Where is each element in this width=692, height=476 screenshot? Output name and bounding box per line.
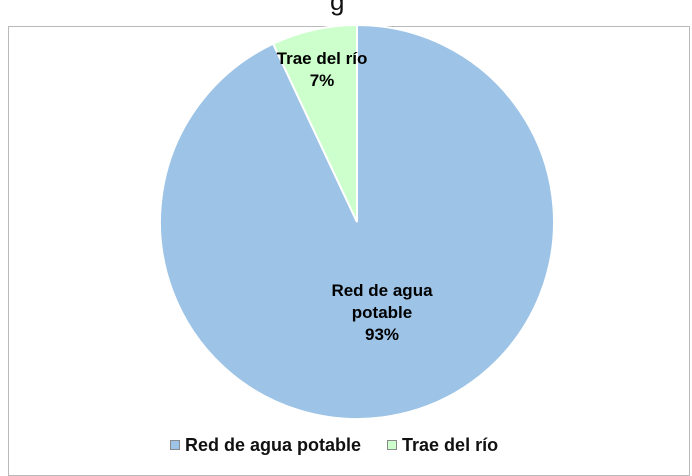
slice-value-rio: 7%: [310, 71, 335, 90]
slice-value-red: 93%: [365, 325, 399, 344]
pie-slices: [159, 23, 555, 420]
chart-legend: Red de agua potable Trae del río: [170, 434, 498, 456]
legend-label-rio: Trae del río: [402, 434, 499, 455]
legend-swatch-rio: [387, 440, 398, 450]
chart-title-fragment: g: [330, 0, 345, 16]
pie-chart: Red de agua potable 93% Trae del río 7%: [159, 23, 555, 420]
pie-slice-1: [271, 23, 358, 223]
slice-label-red-line1: Red de agua: [331, 281, 433, 300]
legend-swatch-red: [170, 440, 180, 450]
legend-label-red: Red de agua potable: [185, 434, 362, 455]
slice-label-red-line2: potable: [352, 303, 412, 322]
slice-label-rio: Trae del río: [277, 49, 368, 68]
legend-item-red: Red de agua potable: [170, 435, 361, 456]
legend-item-rio: Trae del río: [387, 435, 498, 456]
